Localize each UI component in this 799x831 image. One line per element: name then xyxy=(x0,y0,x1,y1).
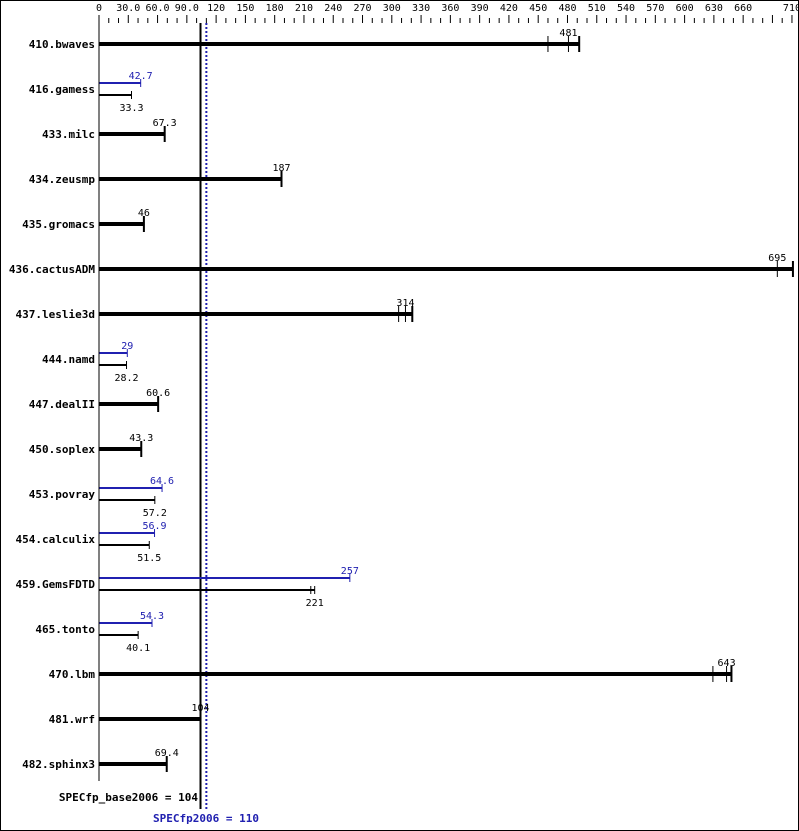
x-tick-label: 600 xyxy=(676,3,694,14)
base-value-label: 481 xyxy=(559,28,577,39)
benchmark-label: 434.zeusmp xyxy=(29,173,96,186)
base-value-label: 221 xyxy=(306,598,324,609)
benchmark-label: 444.namd xyxy=(42,353,95,366)
benchmark-label: 470.lbm xyxy=(49,668,96,681)
base-value-label: 314 xyxy=(396,298,414,309)
x-tick-label: 180 xyxy=(266,3,284,14)
peak-value-label: 257 xyxy=(341,566,359,577)
peak-value-label: 29 xyxy=(121,341,133,352)
benchmark-label: 436.cactusADM xyxy=(9,263,95,276)
x-tick-label: 330 xyxy=(412,3,430,14)
x-tick-label: 120 xyxy=(207,3,225,14)
base-value-label: 57.2 xyxy=(143,508,167,519)
base-value-label: 28.2 xyxy=(114,373,138,384)
x-tick-label: 390 xyxy=(471,3,489,14)
x-tick-label: 630 xyxy=(705,3,723,14)
benchmark-label: 410.bwaves xyxy=(29,38,95,51)
x-tick-label: 540 xyxy=(617,3,635,14)
x-tick-label: 710 xyxy=(783,3,799,14)
x-tick-label: 270 xyxy=(353,3,371,14)
benchmark-label: 453.povray xyxy=(29,488,96,501)
x-tick-label: 60.0 xyxy=(146,3,170,14)
benchmark-label: 459.GemsFDTD xyxy=(16,578,96,591)
peak-value-label: 56.9 xyxy=(142,521,166,532)
base-value-label: 33.3 xyxy=(119,103,143,114)
base-mean-label: SPECfp_base2006 = 104 xyxy=(59,791,198,804)
base-value-label: 51.5 xyxy=(137,553,161,564)
x-tick-label: 30.0 xyxy=(116,3,140,14)
peak-value-label: 64.6 xyxy=(150,476,174,487)
benchmark-label: 416.gamess xyxy=(29,83,95,96)
base-value-label: 67.3 xyxy=(153,118,177,129)
benchmark-label: 435.gromacs xyxy=(22,218,95,231)
x-tick-label: 210 xyxy=(295,3,313,14)
x-tick-label: 240 xyxy=(324,3,342,14)
base-value-label: 643 xyxy=(718,658,736,669)
base-value-label: 46 xyxy=(138,208,150,219)
x-tick-label: 450 xyxy=(529,3,547,14)
x-tick-label: 90.0 xyxy=(175,3,199,14)
benchmark-label: 450.soplex xyxy=(29,443,96,456)
peak-mean-label: SPECfp2006 = 110 xyxy=(153,812,259,825)
base-value-label: 187 xyxy=(272,163,290,174)
x-tick-label: 510 xyxy=(588,3,606,14)
x-tick-label: 660 xyxy=(734,3,752,14)
x-tick-label: 300 xyxy=(383,3,401,14)
x-tick-label: 420 xyxy=(500,3,518,14)
benchmark-label: 437.leslie3d xyxy=(16,308,95,321)
benchmark-label: 447.dealII xyxy=(29,398,95,411)
peak-value-label: 54.3 xyxy=(140,611,164,622)
base-value-label: 69.4 xyxy=(155,748,179,759)
base-value-label: 43.3 xyxy=(129,433,153,444)
base-value-label: 104 xyxy=(191,703,209,714)
benchmark-label: 454.calculix xyxy=(16,533,96,546)
benchmark-label: 433.milc xyxy=(42,128,95,141)
x-tick-label: 480 xyxy=(558,3,576,14)
benchmark-label: 481.wrf xyxy=(49,713,95,726)
peak-value-label: 42.7 xyxy=(129,71,153,82)
x-tick-label: 570 xyxy=(646,3,664,14)
x-tick-label: 0 xyxy=(96,3,102,14)
base-value-label: 60.6 xyxy=(146,388,170,399)
benchmark-label: 482.sphinx3 xyxy=(22,758,95,771)
x-tick-label: 150 xyxy=(236,3,254,14)
benchmark-label: 465.tonto xyxy=(35,623,95,636)
base-value-label: 40.1 xyxy=(126,643,150,654)
base-value-label: 695 xyxy=(768,253,786,264)
x-tick-label: 360 xyxy=(441,3,459,14)
